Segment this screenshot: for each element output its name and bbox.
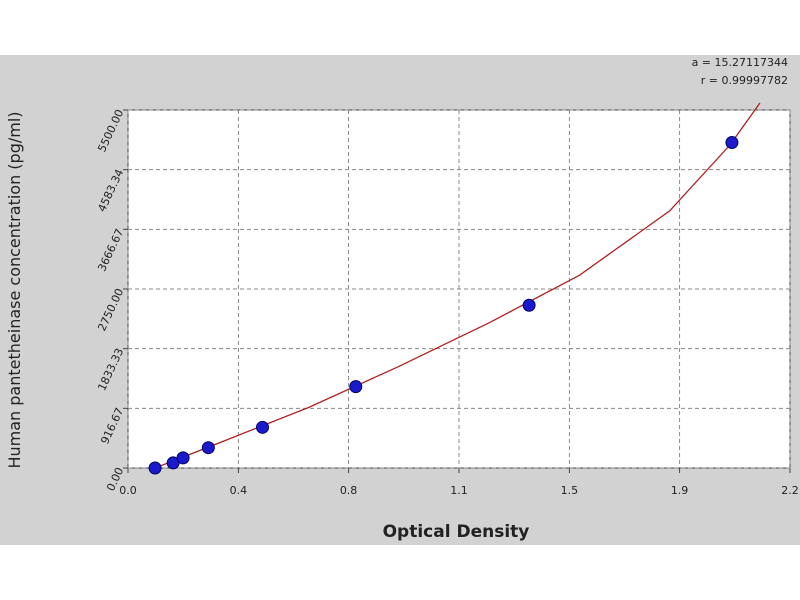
data-point bbox=[256, 420, 270, 434]
x-tick-label: 1.9 bbox=[671, 484, 689, 497]
data-point bbox=[522, 298, 536, 312]
x-tick-label: 1.5 bbox=[561, 484, 579, 497]
x-tick-label: 0.0 bbox=[119, 484, 137, 497]
x-tick-label: 2.2 bbox=[781, 484, 799, 497]
x-axis-label: Optical Density bbox=[383, 522, 530, 542]
data-point bbox=[725, 136, 739, 150]
data-point bbox=[148, 461, 162, 475]
annotation: r = 0.99997782 bbox=[701, 74, 788, 87]
fit-curve bbox=[154, 102, 761, 469]
data-point bbox=[201, 441, 215, 455]
data-point bbox=[176, 451, 190, 465]
y-axis-label: Human pantetheinase concentration (pg/ml… bbox=[5, 111, 24, 468]
x-tick-label: 0.8 bbox=[340, 484, 358, 497]
data-point bbox=[349, 380, 363, 394]
annotation: a = 15.27117344 bbox=[692, 56, 788, 69]
x-tick-label: 0.4 bbox=[230, 484, 248, 497]
x-tick-label: 1.1 bbox=[450, 484, 468, 497]
